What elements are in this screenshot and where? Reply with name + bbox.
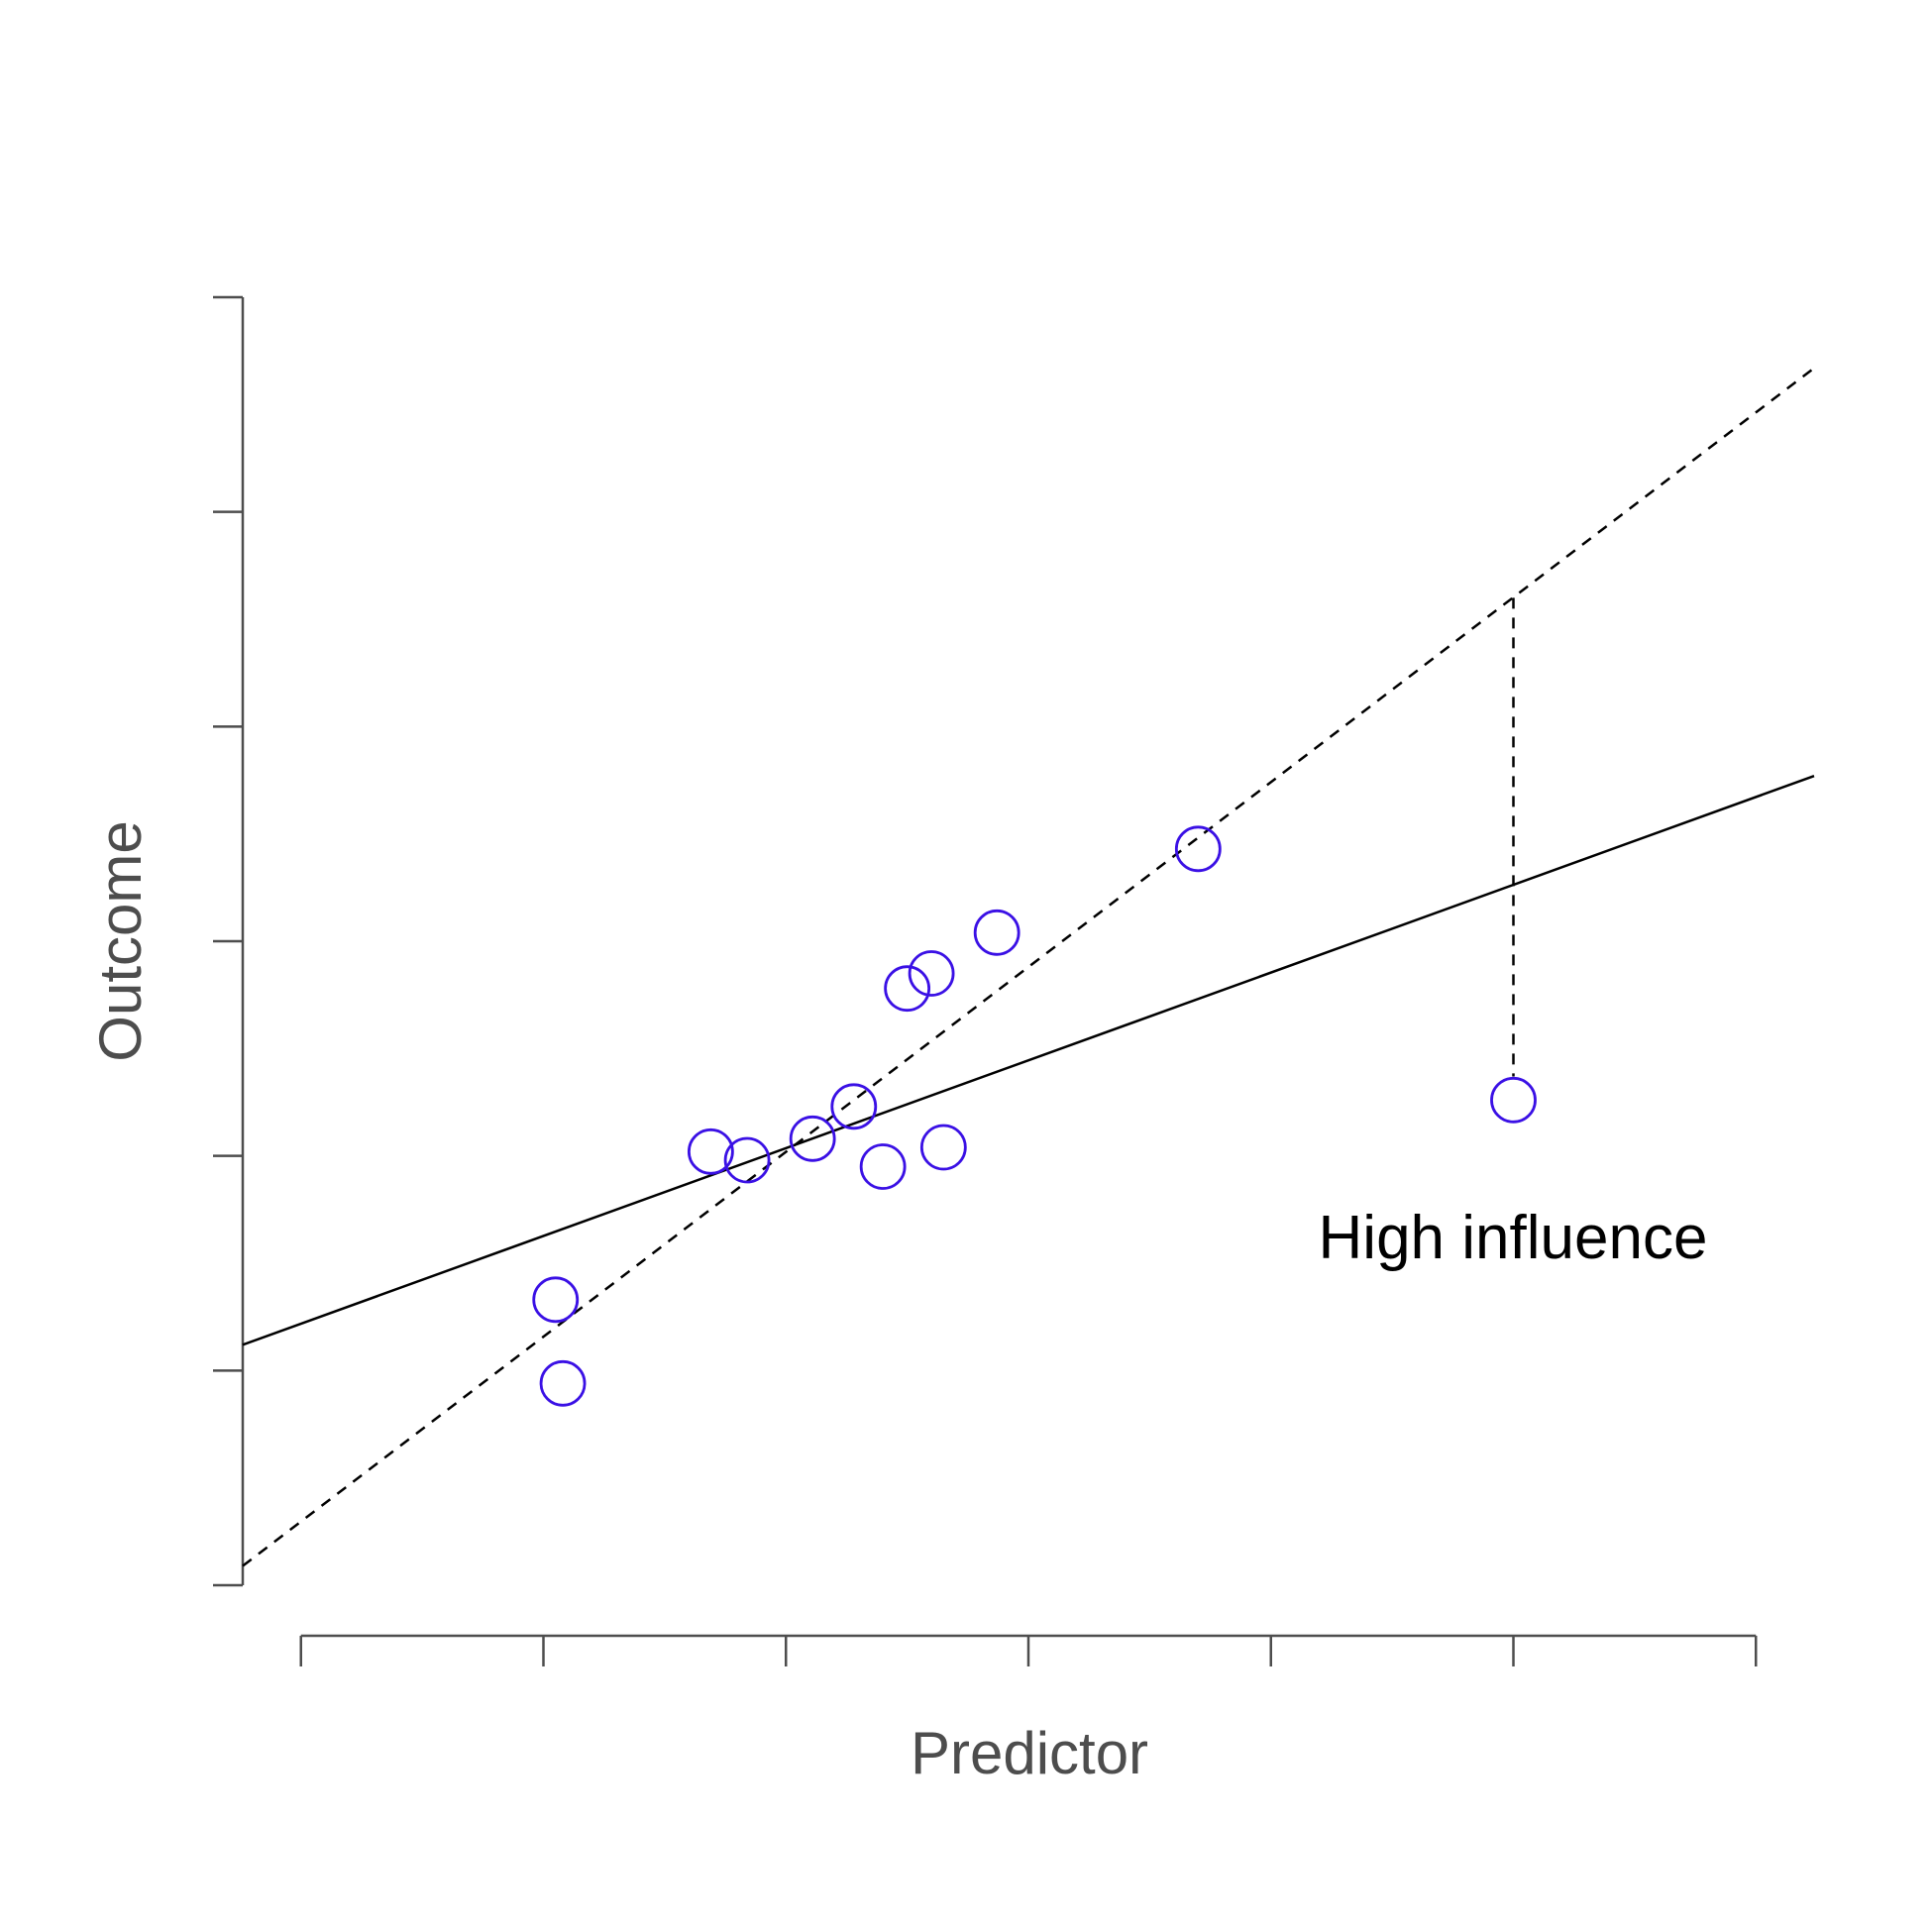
point [919, 1124, 967, 1171]
point [908, 950, 955, 997]
point [1174, 825, 1222, 873]
point [884, 965, 931, 1013]
point [830, 1083, 878, 1130]
x-axis-title: Predictor [911, 1720, 1148, 1786]
point [1490, 1076, 1537, 1124]
y-axis-title: Outcome [87, 820, 154, 1061]
point [723, 1136, 771, 1184]
point [859, 1143, 907, 1190]
point [687, 1127, 734, 1175]
fit-line [242, 774, 1815, 1346]
point [532, 1276, 580, 1324]
point [789, 1115, 836, 1162]
point [539, 1359, 587, 1407]
point [973, 909, 1020, 956]
fit-line-dashed [242, 367, 1815, 1567]
annotation: High influence [1319, 1204, 1708, 1272]
